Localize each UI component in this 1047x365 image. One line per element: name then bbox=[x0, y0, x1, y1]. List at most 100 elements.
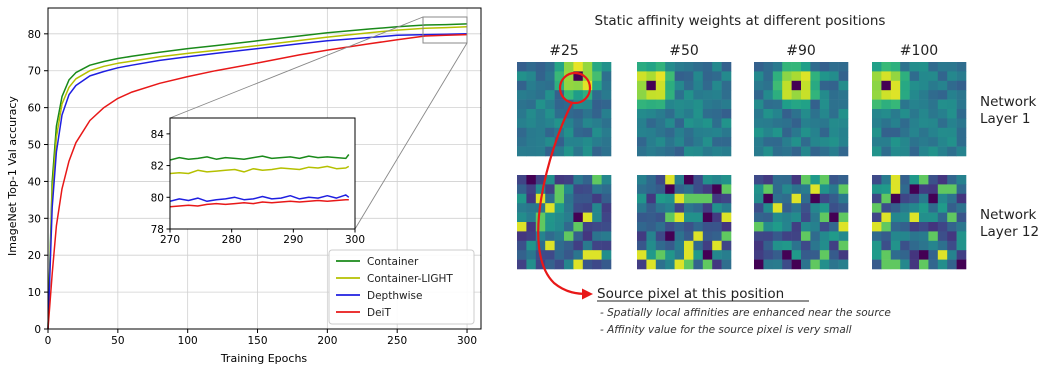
inset-background bbox=[170, 118, 355, 229]
heatmap-cell bbox=[582, 118, 593, 129]
heatmap-cell bbox=[573, 109, 584, 119]
heatmap-cell bbox=[890, 240, 901, 251]
inset-x-tick-label: 300 bbox=[345, 234, 365, 246]
heatmap-cell bbox=[782, 231, 792, 242]
heatmap-cell bbox=[592, 184, 602, 195]
inset-y-tick-label: 82 bbox=[151, 161, 164, 173]
heatmap-cell bbox=[517, 90, 527, 100]
heatmap-cell bbox=[693, 62, 704, 72]
heatmap-cell bbox=[646, 127, 657, 138]
heatmap-cell bbox=[782, 146, 792, 157]
heatmap-cell bbox=[919, 212, 929, 223]
heatmap-cell bbox=[829, 90, 839, 100]
heatmap-cell bbox=[601, 137, 612, 147]
y-tick-label: 40 bbox=[28, 176, 41, 188]
heatmap-cell bbox=[801, 90, 811, 100]
heatmap-cell bbox=[526, 184, 537, 195]
heatmap-cell bbox=[693, 193, 704, 204]
annotation-note-local-affinities: - Spatially local affinities are enhance… bbox=[600, 307, 891, 319]
heatmap-cell bbox=[554, 203, 565, 213]
heatmap-cell bbox=[909, 240, 920, 251]
heatmap-cell bbox=[947, 184, 957, 195]
heatmap-50-layer-1 bbox=[637, 62, 732, 157]
heatmap-cell bbox=[838, 127, 849, 138]
heatmap-cell bbox=[956, 231, 967, 242]
heatmap-cell bbox=[526, 137, 537, 147]
heatmap-cell bbox=[782, 127, 792, 138]
heatmap-cell bbox=[937, 231, 948, 242]
heatmap-cell bbox=[819, 175, 830, 185]
heatmap-cell bbox=[890, 222, 901, 232]
heatmap-cell bbox=[890, 80, 901, 91]
heatmap-cell bbox=[947, 90, 957, 100]
annotation-heading: Source pixel at this position bbox=[597, 286, 784, 302]
heatmap-cell bbox=[900, 146, 910, 157]
heatmap-cell bbox=[684, 184, 694, 195]
heatmap-cell bbox=[763, 250, 774, 260]
heatmap-cell bbox=[754, 193, 764, 204]
heatmap-cell bbox=[554, 62, 565, 72]
heatmap-cell bbox=[674, 99, 685, 110]
heatmap-cell bbox=[573, 240, 584, 251]
heatmap-cell bbox=[956, 146, 967, 157]
heatmap-cell bbox=[782, 109, 792, 119]
heatmap-cell bbox=[646, 203, 657, 213]
heatmap-cell bbox=[554, 231, 565, 242]
heatmap-cell bbox=[772, 146, 783, 157]
heatmap-cell bbox=[545, 90, 555, 100]
heatmap-cell bbox=[909, 99, 920, 110]
heatmap-cell bbox=[937, 127, 948, 138]
heatmap-cell bbox=[919, 175, 929, 185]
heatmap-cell bbox=[872, 250, 882, 260]
heatmap-cell bbox=[721, 80, 732, 91]
legend-label: Container-LIGHT bbox=[367, 273, 453, 285]
legend: Container Container-LIGHT Depthwise DeiT bbox=[328, 249, 475, 325]
heatmap-cell bbox=[881, 71, 892, 82]
heatmap-cell bbox=[601, 222, 612, 232]
heatmap-cell bbox=[637, 212, 647, 223]
heatmap-cell bbox=[810, 240, 821, 251]
heatmap-cell bbox=[601, 62, 612, 72]
heatmap-cell bbox=[909, 118, 920, 129]
heatmap-cell bbox=[655, 175, 666, 185]
heatmap-cell bbox=[517, 62, 527, 72]
heatmap-cell bbox=[582, 71, 593, 82]
heatmap-cell bbox=[872, 184, 882, 195]
heatmap-cell bbox=[772, 203, 783, 213]
heatmap-cell bbox=[684, 250, 694, 260]
heatmap-cell bbox=[956, 62, 967, 72]
heatmap-cell bbox=[712, 250, 722, 260]
heatmap-cell bbox=[712, 99, 722, 110]
heatmap-cell bbox=[791, 137, 802, 147]
heatmap-cell bbox=[937, 137, 948, 147]
heatmap-cell bbox=[655, 109, 666, 119]
heatmap-cell bbox=[801, 231, 811, 242]
heatmap-cell bbox=[881, 250, 892, 260]
heatmap-cell bbox=[554, 240, 565, 251]
heatmap-cell bbox=[801, 118, 811, 129]
heatmap-cell bbox=[554, 146, 565, 157]
heatmap-cell bbox=[721, 259, 732, 270]
heatmap-cell bbox=[947, 80, 957, 91]
heatmap-cell bbox=[754, 231, 764, 242]
heatmap-cell bbox=[721, 118, 732, 129]
heatmap-cell bbox=[655, 184, 666, 195]
heatmap-cell bbox=[646, 240, 657, 251]
heatmap-cell bbox=[829, 240, 839, 251]
heatmap-cell bbox=[573, 193, 584, 204]
heatmap-cell bbox=[545, 71, 555, 82]
heatmap-cell bbox=[564, 222, 574, 232]
heatmap-cell bbox=[900, 184, 910, 195]
heatmap-cell bbox=[890, 212, 901, 223]
heatmap-cell bbox=[900, 193, 910, 204]
heatmap-cell bbox=[702, 146, 713, 157]
heatmap-cell bbox=[554, 193, 565, 204]
heatmap-cell bbox=[526, 71, 537, 82]
heatmap-cell bbox=[819, 203, 830, 213]
heatmap-cell bbox=[937, 250, 948, 260]
heatmap-cell bbox=[909, 193, 920, 204]
heatmap-cell bbox=[684, 231, 694, 242]
heatmap-cell bbox=[928, 175, 939, 185]
heatmap-cell bbox=[881, 127, 892, 138]
heatmap-cell bbox=[782, 80, 792, 91]
